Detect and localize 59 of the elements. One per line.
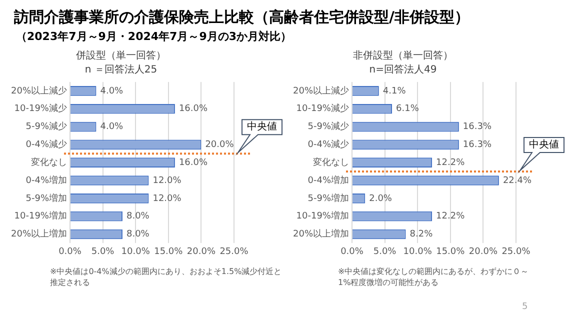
data-label: 16.3%	[462, 140, 492, 150]
y-tick-label: 10-19%増加	[14, 210, 68, 222]
x-tick-label: 25.0%	[502, 246, 531, 257]
x-tick-label: 0.0%	[340, 246, 364, 257]
data-label: 12.2%	[436, 212, 466, 222]
data-label: 12.0%	[152, 194, 182, 204]
x-tick-label: 0.0%	[58, 246, 82, 257]
text: ※中央値は0-4%減少の範囲内にあり、おおよそ1.5%減少付近と推定される	[49, 266, 283, 288]
x-tick-label: 10.0%	[121, 246, 150, 257]
ref-line-label: 中央値	[529, 138, 559, 151]
y-tick-label: 5-9%増加	[26, 192, 68, 204]
x-tick-label: 5.0%	[91, 246, 115, 257]
y-tick-label: 5-9%増加	[308, 192, 350, 204]
x-tick-label: 15.0%	[436, 246, 466, 257]
y-tick-label: 0-4%減少	[26, 139, 68, 150]
text: 5	[522, 302, 528, 312]
chart-subtitle: n=回答法人49	[369, 64, 437, 76]
x-tick-label: 15.0%	[154, 246, 184, 257]
y-tick-label: 0-4%増加	[26, 174, 68, 186]
y-tick-label: 10-19%増加	[296, 210, 350, 222]
y-tick-label: 20%以上増加	[10, 228, 68, 240]
data-label: 4.0%	[100, 86, 124, 96]
x-tick-label: 25.0%	[220, 246, 249, 257]
y-tick-label: 5-9%減少	[26, 121, 68, 132]
data-label: 8.0%	[126, 212, 150, 222]
data-label: 4.1%	[382, 86, 406, 96]
data-label: 16.0%	[178, 104, 208, 114]
y-tick-label: 変化なし	[31, 156, 68, 168]
x-tick-label: 20.0%	[186, 246, 216, 257]
y-tick-label: 10-19%減少	[296, 103, 350, 114]
chart-subtitle: n ＝回答法人25	[84, 64, 158, 76]
data-label: 16.0%	[178, 158, 208, 168]
x-tick-label: 10.0%	[403, 246, 432, 257]
chart-title: 併設型（単一回答）	[76, 50, 166, 62]
chart-title: 非併設型（単一回答）	[353, 50, 453, 62]
data-label: 6.1%	[396, 104, 420, 114]
text: ※中央値は変化なしの範囲内にあるが、わずかに０～1%程度微増の可能性がある	[337, 266, 530, 288]
y-tick-label: 20%以上減少	[292, 85, 350, 96]
y-tick-label: 変化なし	[313, 156, 350, 168]
data-label: 4.0%	[100, 122, 124, 132]
data-label: 16.3%	[462, 122, 492, 132]
text: （2023年7月～9月・2024年7月～9月の3か月対比）	[16, 29, 292, 44]
x-tick-label: 5.0%	[373, 246, 397, 257]
ref-line-label: 中央値	[247, 120, 277, 133]
text: 訪問介護事業所の介護保険売上比較（高齢者住宅併設型/非併設型）	[14, 8, 470, 27]
y-tick-label: 5-9%減少	[308, 121, 350, 132]
data-label: 8.2%	[410, 230, 434, 240]
data-label: 2.0%	[369, 194, 392, 204]
y-tick-label: 20%以上増加	[292, 228, 350, 240]
y-tick-label: 10-19%減少	[14, 103, 68, 114]
y-tick-label: 20%以上減少	[10, 85, 68, 96]
y-tick-label: 0-4%減少	[308, 139, 350, 150]
y-tick-label: 0-4%増加	[308, 174, 350, 186]
data-label: 12.0%	[152, 176, 182, 186]
data-label: 8.0%	[126, 230, 150, 240]
data-label: 22.4%	[502, 176, 532, 186]
x-tick-label: 20.0%	[468, 246, 498, 257]
data-label: 20.0%	[205, 140, 234, 150]
data-label: 12.2%	[436, 158, 466, 168]
